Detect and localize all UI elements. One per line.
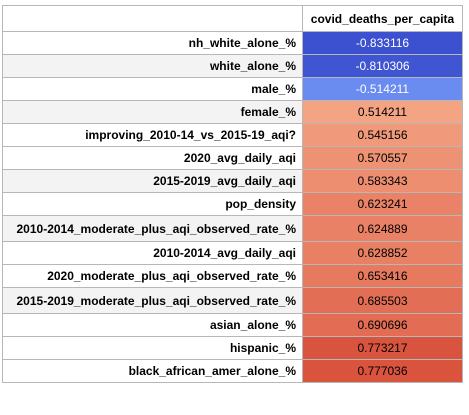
row-label[interactable]: 2010-2014_moderate_plus_aqi_observed_rat… xyxy=(3,216,303,242)
table-row: female_% 0.514211 xyxy=(3,101,463,124)
row-label[interactable]: 2020_avg_daily_aqi xyxy=(3,147,303,170)
correlation-value-cell[interactable]: 0.690696 xyxy=(303,314,463,337)
correlation-value-cell[interactable]: 0.653416 xyxy=(303,265,463,288)
table-row: 2015-2019_avg_daily_aqi 0.583343 xyxy=(3,170,463,193)
row-label[interactable]: white_alone_% xyxy=(3,55,303,78)
table-row: 2010-2014_avg_daily_aqi 0.628852 xyxy=(3,242,463,265)
row-label[interactable]: black_african_amer_alone_% xyxy=(3,360,303,383)
correlation-value-cell[interactable]: 0.623241 xyxy=(303,193,463,216)
row-label[interactable]: 2015-2019_moderate_plus_aqi_observed_rat… xyxy=(3,288,303,314)
correlation-value-cell[interactable]: 0.628852 xyxy=(303,242,463,265)
row-label[interactable]: 2020_moderate_plus_aqi_observed_rate_% xyxy=(3,265,303,288)
correlation-value-cell[interactable]: -0.833116 xyxy=(303,32,463,55)
correlation-value-cell[interactable]: 0.624889 xyxy=(303,216,463,242)
correlation-value-cell[interactable]: 0.777036 xyxy=(303,360,463,383)
row-label[interactable]: 2015-2019_avg_daily_aqi xyxy=(3,170,303,193)
table-row: male_% -0.514211 xyxy=(3,78,463,101)
correlation-value-cell[interactable]: 0.545156 xyxy=(303,124,463,147)
table-row: white_alone_% -0.810306 xyxy=(3,55,463,78)
table-row: asian_alone_% 0.690696 xyxy=(3,314,463,337)
row-label[interactable]: improving_2010-14_vs_2015-19_aqi? xyxy=(3,124,303,147)
corner-cell xyxy=(3,6,303,32)
row-label[interactable]: 2010-2014_avg_daily_aqi xyxy=(3,242,303,265)
correlation-value-cell[interactable]: 0.583343 xyxy=(303,170,463,193)
table-row: 2015-2019_moderate_plus_aqi_observed_rat… xyxy=(3,288,463,314)
table-body: nh_white_alone_% -0.833116 white_alone_% -0… xyxy=(3,32,463,383)
table-row: 2020_avg_daily_aqi 0.570557 xyxy=(3,147,463,170)
correlation-value-cell[interactable]: -0.514211 xyxy=(303,78,463,101)
table-row: pop_density 0.623241 xyxy=(3,193,463,216)
correlation-value-cell[interactable]: 0.773217 xyxy=(303,337,463,360)
table-row: 2010-2014_moderate_plus_aqi_observed_rat… xyxy=(3,216,463,242)
correlation-value-cell[interactable]: 0.514211 xyxy=(303,101,463,124)
table-row: hispanic_% 0.773217 xyxy=(3,337,463,360)
row-label[interactable]: female_% xyxy=(3,101,303,124)
table-row: black_african_amer_alone_% 0.777036 xyxy=(3,360,463,383)
correlation-value-cell[interactable]: -0.810306 xyxy=(303,55,463,78)
table-row: improving_2010-14_vs_2015-19_aqi? 0.54515… xyxy=(3,124,463,147)
correlation-value-cell[interactable]: 0.570557 xyxy=(303,147,463,170)
row-label[interactable]: hispanic_% xyxy=(3,337,303,360)
row-label[interactable]: asian_alone_% xyxy=(3,314,303,337)
row-label[interactable]: nh_white_alone_% xyxy=(3,32,303,55)
correlation-value-cell[interactable]: 0.685503 xyxy=(303,288,463,314)
column-header[interactable]: covid_deaths_per_capita xyxy=(303,6,463,32)
header-row: covid_deaths_per_capita xyxy=(3,6,463,32)
table-row: 2020_moderate_plus_aqi_observed_rate_% 0.… xyxy=(3,265,463,288)
correlation-table: covid_deaths_per_capita nh_white_alone_%… xyxy=(2,5,463,383)
row-label[interactable]: male_% xyxy=(3,78,303,101)
row-label[interactable]: pop_density xyxy=(3,193,303,216)
table-row: nh_white_alone_% -0.833116 xyxy=(3,32,463,55)
